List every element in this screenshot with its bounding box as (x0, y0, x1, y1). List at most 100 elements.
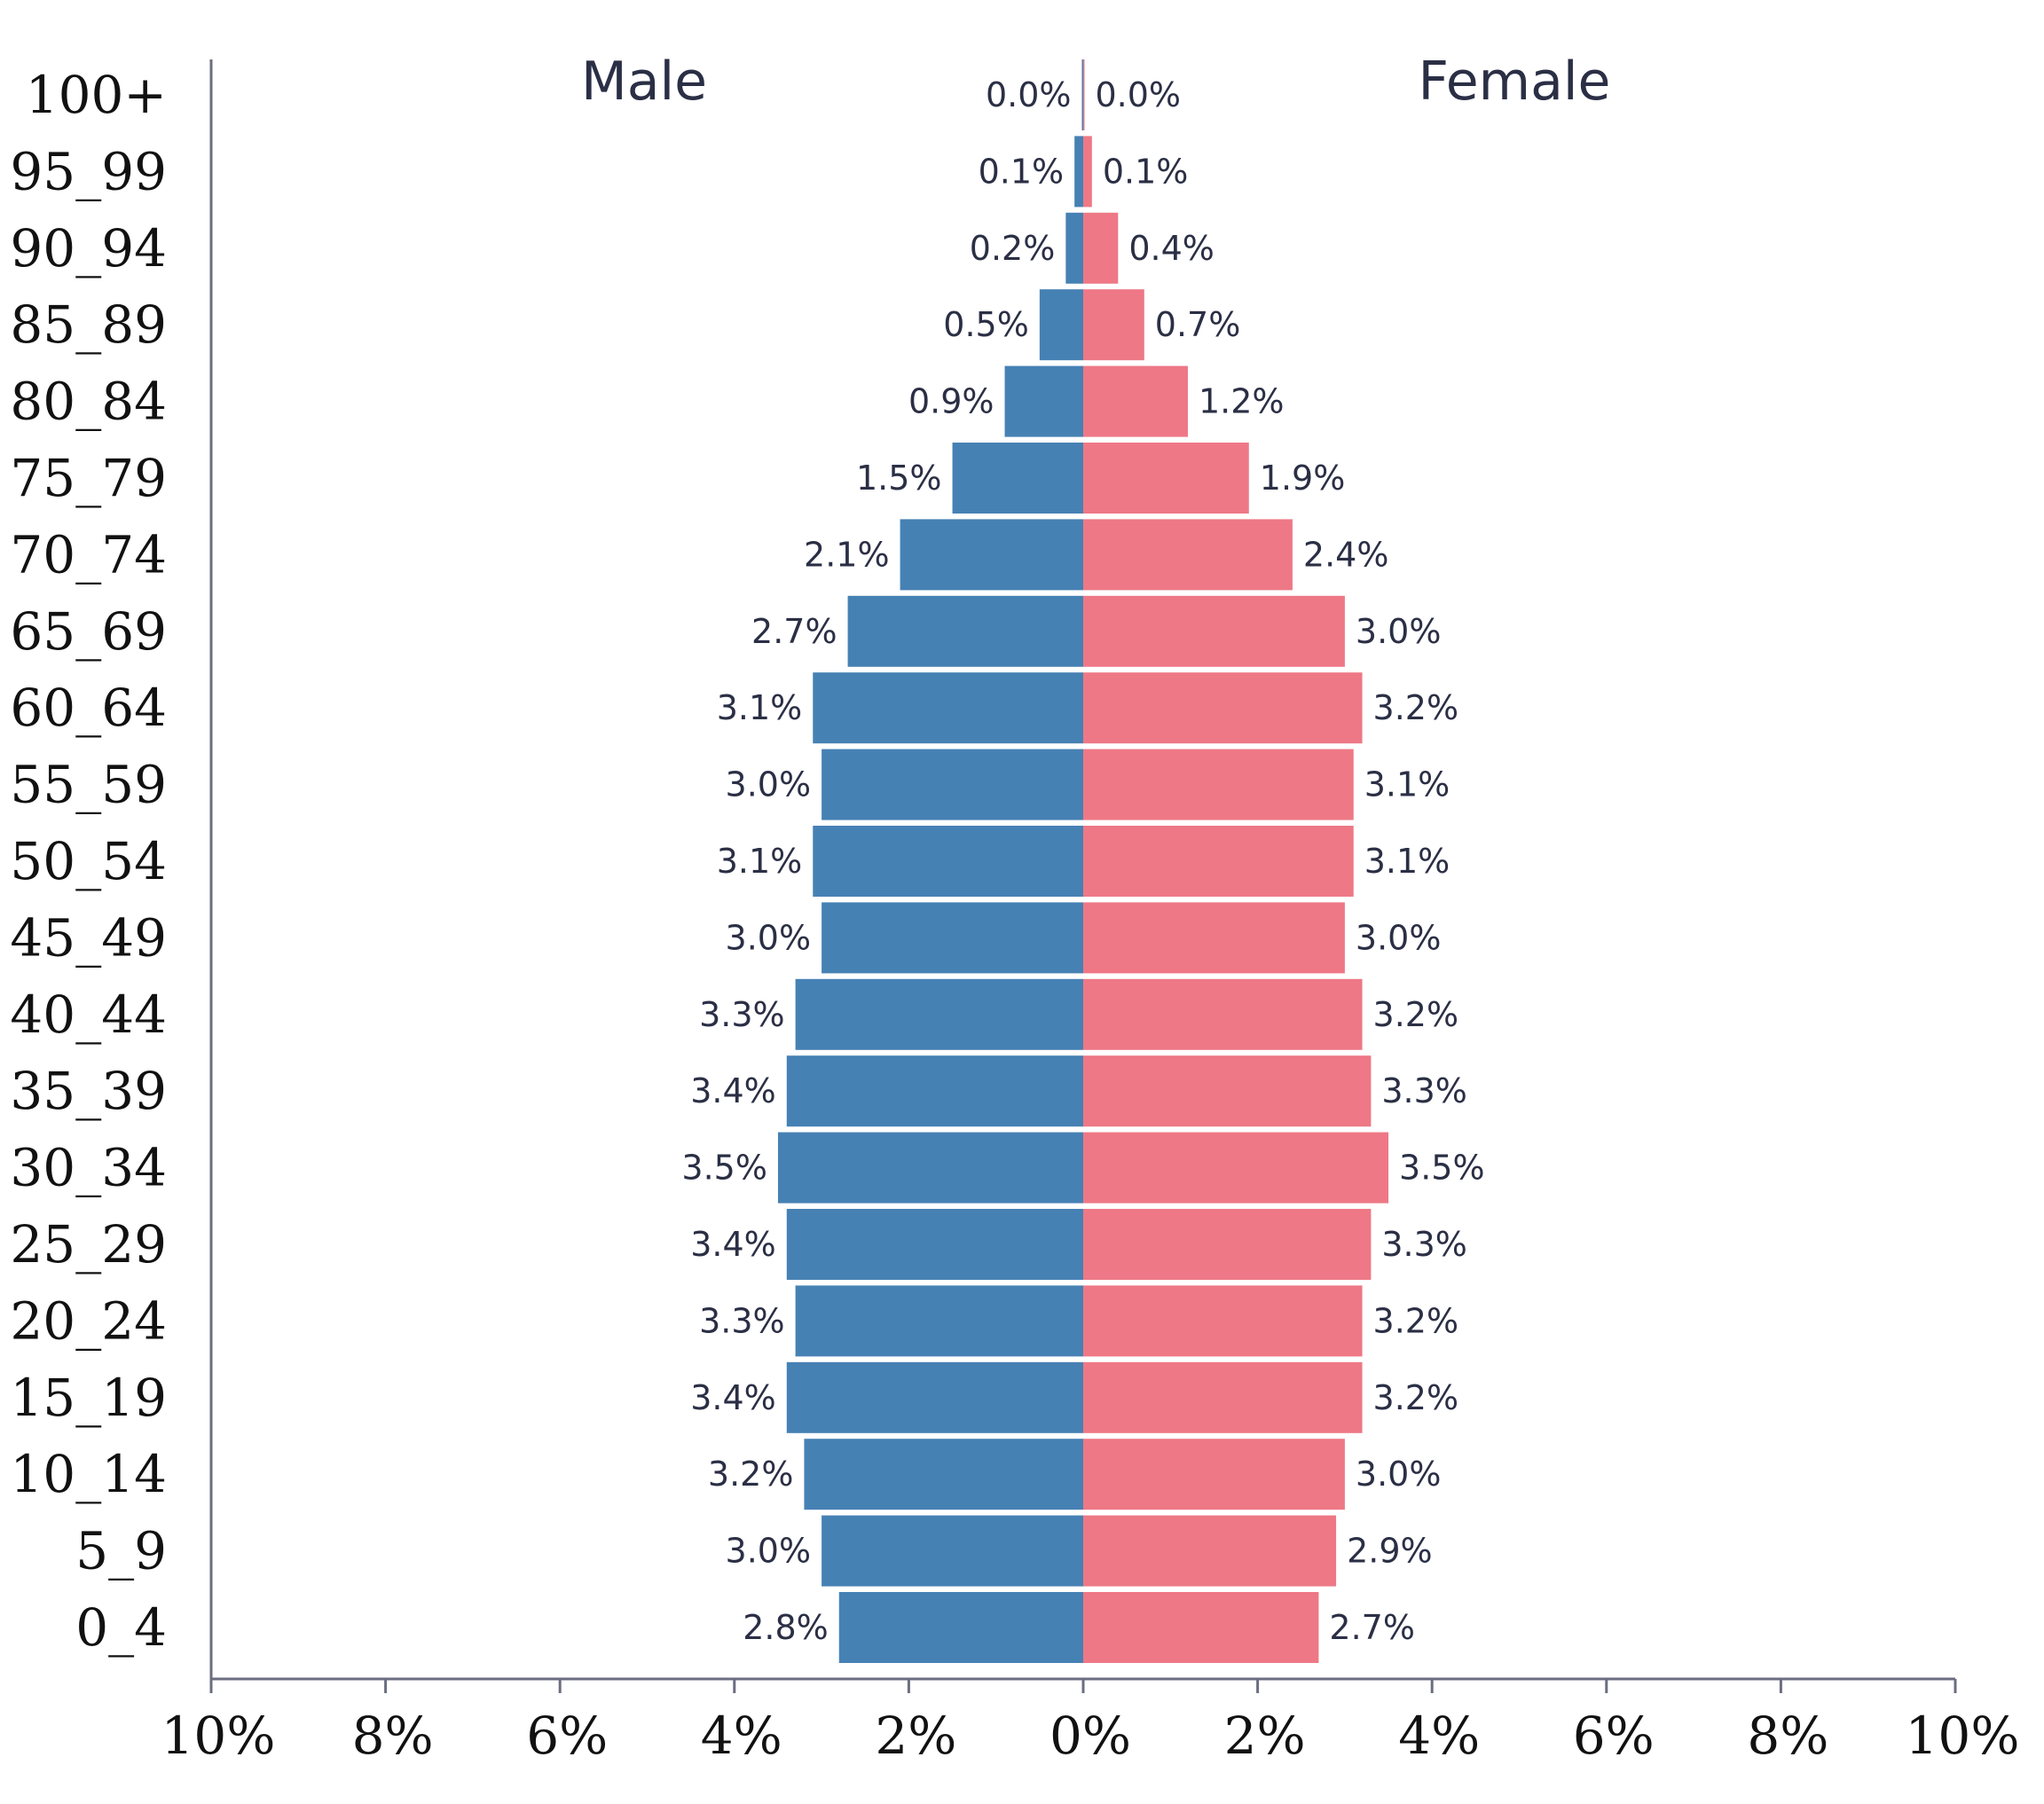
x-tick-label-5: 0% (1050, 1706, 1131, 1766)
legend-layer: Male Female (581, 51, 1611, 113)
male-bar-15_19 (786, 1361, 1083, 1433)
male-bar-100+ (1081, 59, 1083, 130)
age-label-80_84: 80_84 (10, 372, 167, 432)
male-bar-55_59 (822, 749, 1083, 820)
female-bar-5_9 (1083, 1515, 1337, 1587)
age-label-10_14: 10_14 (10, 1444, 167, 1504)
age-label-85_89: 85_89 (10, 294, 167, 355)
age-label-100+: 100+ (26, 65, 167, 125)
female-bar-20_24 (1083, 1285, 1363, 1357)
value-labels-layer: 0.0% 0.0% 0.1% 0.1% 0.2% 0.4% 0.5% 0.7% 0.9% 1.2%… (681, 75, 1484, 1647)
male-bar-80_84 (1004, 365, 1083, 437)
female-bar-45_49 (1083, 902, 1345, 974)
age-label-5_9: 5_9 (75, 1521, 167, 1581)
female-bar-85_89 (1083, 289, 1144, 361)
male-value-label-60_64: 3.1% (717, 688, 803, 727)
male-value-label-0_4: 2.8% (743, 1608, 829, 1647)
x-tick-label-10: 10% (1906, 1706, 2020, 1766)
female-bar-100+ (1083, 59, 1085, 130)
female-value-label-25_29: 3.3% (1381, 1225, 1467, 1264)
age-label-90_94: 90_94 (10, 218, 167, 278)
male-value-label-85_89: 0.5% (943, 305, 1029, 344)
male-value-label-95_99: 0.1% (979, 152, 1065, 191)
male-value-label-70_74: 2.1% (804, 535, 890, 574)
male-value-label-90_94: 0.2% (970, 229, 1056, 268)
x-tick-label-0: 10% (161, 1706, 276, 1766)
male-bar-70_74 (900, 519, 1083, 591)
male-value-label-45_49: 3.0% (726, 918, 812, 957)
male-value-label-35_39: 3.4% (690, 1071, 776, 1110)
male-bar-75_79 (952, 443, 1083, 514)
female-bar-70_74 (1083, 519, 1293, 591)
female-value-label-70_74: 2.4% (1303, 535, 1389, 574)
age-label-75_79: 75_79 (10, 448, 167, 508)
male-value-label-50_54: 3.1% (717, 842, 803, 881)
age-label-15_19: 15_19 (10, 1368, 167, 1428)
legend-female-label: Female (1419, 51, 1611, 113)
female-value-label-80_84: 1.2% (1199, 382, 1285, 421)
male-value-label-30_34: 3.5% (681, 1149, 767, 1188)
female-bar-30_34 (1083, 1132, 1389, 1204)
female-bar-65_69 (1083, 595, 1345, 667)
bars-layer (777, 59, 1389, 1663)
male-value-label-20_24: 3.3% (699, 1301, 785, 1340)
age-label-60_64: 60_64 (10, 678, 167, 738)
female-value-label-60_64: 3.2% (1373, 688, 1459, 727)
age-label-25_29: 25_29 (10, 1214, 167, 1275)
age-label-70_74: 70_74 (10, 524, 167, 584)
male-value-label-100+: 0.0% (986, 75, 1072, 114)
x-tick-label-7: 4% (1398, 1706, 1480, 1766)
male-bar-95_99 (1074, 136, 1083, 208)
female-bar-55_59 (1083, 749, 1354, 820)
age-label-55_59: 55_59 (10, 755, 167, 815)
female-bar-60_64 (1083, 672, 1363, 744)
axes-layer (209, 59, 1957, 1693)
male-value-label-25_29: 3.4% (690, 1225, 776, 1264)
male-bar-30_34 (777, 1132, 1083, 1204)
age-labels-layer: 100+ 95_99 90_94 85_89 80_84 75_79 70_74 65_69 6… (10, 65, 167, 1658)
female-bar-80_84 (1083, 365, 1188, 437)
female-value-label-20_24: 3.2% (1373, 1301, 1459, 1340)
female-bar-15_19 (1083, 1361, 1363, 1433)
x-tick-label-8: 6% (1573, 1706, 1655, 1766)
male-value-label-40_44: 3.3% (699, 995, 785, 1034)
male-bar-20_24 (795, 1285, 1083, 1357)
x-tick-label-3: 4% (701, 1706, 782, 1766)
male-value-label-10_14: 3.2% (708, 1455, 794, 1494)
female-value-label-85_89: 0.7% (1155, 305, 1241, 344)
age-label-0_4: 0_4 (75, 1597, 167, 1658)
female-value-label-5_9: 2.9% (1347, 1532, 1433, 1571)
female-bar-10_14 (1083, 1439, 1345, 1510)
male-value-label-5_9: 3.0% (726, 1532, 812, 1571)
male-value-label-75_79: 1.5% (856, 459, 942, 498)
male-bar-60_64 (813, 672, 1083, 744)
x-tick-label-9: 8% (1747, 1706, 1828, 1766)
male-bar-10_14 (804, 1439, 1083, 1510)
male-bar-25_29 (786, 1209, 1083, 1280)
age-label-45_49: 45_49 (10, 907, 167, 968)
female-value-label-35_39: 3.3% (1381, 1071, 1467, 1110)
female-bar-90_94 (1083, 212, 1119, 284)
age-label-40_44: 40_44 (10, 984, 167, 1045)
x-tick-label-2: 6% (526, 1706, 608, 1766)
male-value-label-65_69: 2.7% (751, 612, 837, 651)
male-value-label-80_84: 0.9% (908, 382, 994, 421)
male-bar-35_39 (786, 1055, 1083, 1127)
male-bar-40_44 (795, 978, 1083, 1050)
age-label-20_24: 20_24 (10, 1290, 167, 1351)
female-bar-95_99 (1083, 136, 1092, 208)
male-value-label-15_19: 3.4% (690, 1378, 776, 1417)
male-bar-90_94 (1065, 212, 1083, 284)
x-tick-label-4: 2% (875, 1706, 956, 1766)
age-label-30_34: 30_34 (10, 1138, 167, 1198)
female-value-label-55_59: 3.1% (1364, 765, 1450, 804)
female-value-label-15_19: 3.2% (1373, 1378, 1459, 1417)
male-bar-45_49 (822, 902, 1083, 974)
x-tick-label-1: 8% (352, 1706, 434, 1766)
female-value-label-95_99: 0.1% (1103, 152, 1189, 191)
female-value-label-75_79: 1.9% (1260, 459, 1346, 498)
female-bar-25_29 (1083, 1209, 1372, 1280)
male-bar-85_89 (1039, 289, 1083, 361)
legend-male-label: Male (581, 51, 707, 113)
